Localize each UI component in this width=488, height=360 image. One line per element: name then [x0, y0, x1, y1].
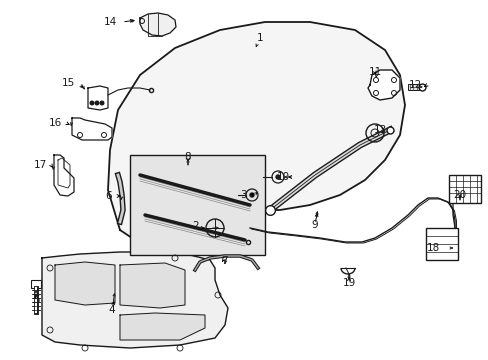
Polygon shape	[120, 313, 204, 340]
Polygon shape	[108, 22, 404, 240]
Text: 19: 19	[342, 278, 355, 288]
Circle shape	[100, 101, 103, 105]
Text: 15: 15	[61, 78, 75, 88]
Polygon shape	[54, 155, 74, 196]
Text: 7: 7	[220, 256, 227, 266]
Text: 6: 6	[105, 191, 112, 201]
Bar	[130, 155, 264, 255]
Text: 18: 18	[426, 243, 439, 253]
Bar	[31, 280, 41, 288]
Text: 16: 16	[48, 118, 61, 128]
Circle shape	[90, 101, 94, 105]
Polygon shape	[72, 118, 112, 140]
Polygon shape	[120, 263, 184, 308]
Text: 3: 3	[239, 190, 246, 200]
Polygon shape	[367, 70, 399, 100]
Text: 13: 13	[373, 125, 386, 135]
Circle shape	[275, 175, 280, 179]
Circle shape	[249, 193, 253, 197]
Text: 20: 20	[452, 190, 466, 200]
Bar	[425, 228, 457, 260]
Text: 1: 1	[256, 33, 263, 43]
Text: 8: 8	[184, 152, 191, 162]
Text: 4: 4	[108, 305, 115, 315]
Text: 9: 9	[311, 220, 318, 230]
Polygon shape	[140, 13, 176, 36]
Polygon shape	[42, 252, 227, 348]
Text: 17: 17	[33, 160, 46, 170]
Bar	[448, 175, 480, 203]
Polygon shape	[88, 86, 108, 110]
Polygon shape	[55, 262, 115, 305]
Text: 12: 12	[407, 80, 421, 90]
Text: 10: 10	[276, 172, 289, 182]
Text: 2: 2	[192, 221, 199, 231]
Text: 5: 5	[33, 295, 39, 305]
Circle shape	[95, 101, 99, 105]
Bar	[407, 84, 422, 90]
Text: 14: 14	[103, 17, 116, 27]
Text: 11: 11	[367, 67, 381, 77]
